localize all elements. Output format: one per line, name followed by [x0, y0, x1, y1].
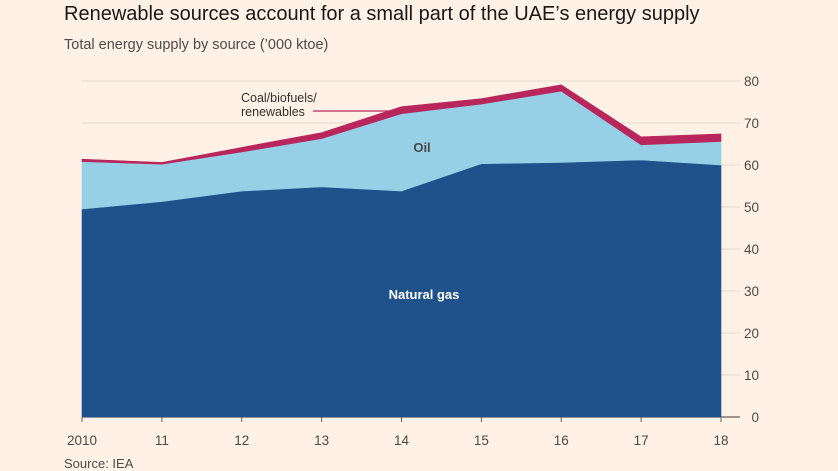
series-label-oil: Oil [413, 140, 430, 155]
y-tick-label-20: 20 [744, 326, 759, 341]
chart-source: Source: IEA [64, 456, 134, 471]
x-tick-label-2016: 16 [554, 433, 569, 448]
x-tick-label-2017: 17 [634, 433, 649, 448]
chart-subtitle: Total energy supply by source (’000 ktoe… [64, 37, 329, 53]
x-tick-label-2013: 13 [314, 433, 329, 448]
series-label-coal-line2: renewables [241, 105, 305, 119]
x-tick-label-2012: 12 [234, 433, 249, 448]
area-coal-biofuels-renewables [81, 84, 722, 165]
y-tick-label-10: 10 [744, 368, 759, 383]
x-tick-label-2015: 15 [474, 433, 489, 448]
x-tick-label-2010: 2010 [67, 433, 97, 448]
chart-title: Renewable sources account for a small pa… [64, 3, 700, 25]
series-labels: Natural gas Oil Coal/biofuels/ renewable… [241, 91, 459, 302]
y-tick-label-70: 70 [744, 116, 759, 131]
x-tick-label-2018: 18 [713, 433, 728, 448]
series-label-coal-line1: Coal/biofuels/ [241, 91, 317, 105]
x-tick-label-2014: 14 [394, 433, 410, 448]
y-tick-label-0: 0 [751, 410, 759, 425]
y-tick-label-60: 60 [744, 158, 759, 173]
axes: 0 10 20 30 40 50 60 70 80 2010 11 12 13 14 15 16 17 18 [67, 74, 759, 448]
series-label-natural-gas: Natural gas [389, 287, 460, 302]
x-tick-label-2011: 11 [155, 433, 169, 448]
area-series [81, 84, 722, 418]
y-tick-label-80: 80 [744, 74, 759, 89]
y-tick-label-50: 50 [744, 200, 759, 215]
y-tick-label-30: 30 [744, 284, 759, 299]
y-tick-label-40: 40 [744, 242, 759, 257]
